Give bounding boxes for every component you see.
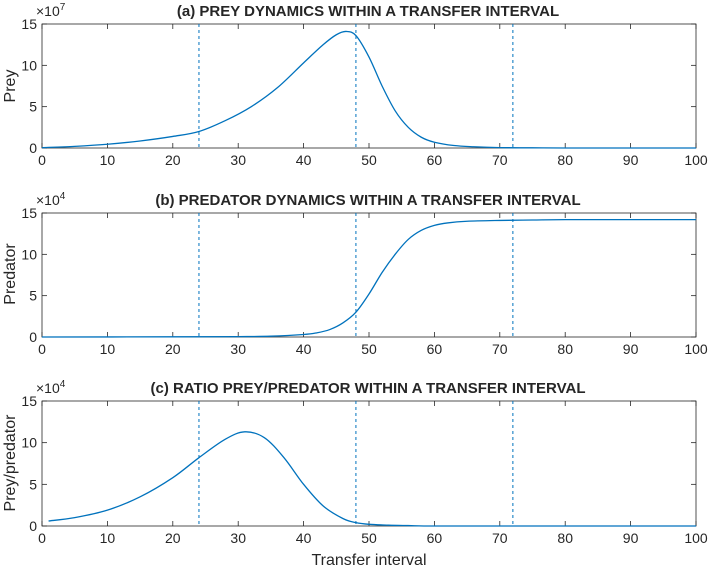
x-tick-label-predator: 50	[361, 341, 377, 357]
series-line-predator	[41, 218, 696, 338]
x-tick-label-prey: 70	[492, 152, 508, 168]
x-tick-label-prey: 40	[296, 152, 312, 168]
x-tick-label-prey: 90	[623, 152, 639, 168]
y-tick-label-predator: 0	[29, 329, 37, 345]
y-exponent-prey: ×107	[36, 2, 66, 19]
y-axis-label-prey: Prey	[2, 70, 19, 103]
x-tick-label-prey: 50	[361, 152, 377, 168]
chart-title-prey: (a) PREY DYNAMICS WITHIN A TRANSFER INTE…	[177, 3, 559, 20]
axes-frame-ratio	[41, 400, 697, 527]
x-tick-label-predator: 10	[100, 341, 116, 357]
y-axis-label-ratio: Prey/predator	[2, 414, 19, 512]
y-tick-label-ratio: 0	[29, 518, 37, 534]
axes-frame-predator	[41, 212, 697, 338]
y-tick-label-predator: 15	[21, 205, 37, 221]
x-tick-label-predator: 90	[623, 341, 639, 357]
y-exponent-ratio: ×104	[36, 379, 66, 396]
x-tick-label-predator: 60	[427, 341, 443, 357]
x-tick-label-ratio: 80	[557, 530, 573, 546]
x-tick-label-ratio: 0	[38, 530, 46, 546]
x-tick-label-prey: 10	[100, 152, 116, 168]
x-tick-label-prey: 30	[230, 152, 246, 168]
plot-area-ratio: 0 10 20 30 40 50 60 70 80 90 100 0 5 10 15	[21, 393, 707, 546]
x-tick-label-prey: 100	[684, 152, 708, 168]
y-tick-label-prey: 10	[21, 57, 37, 73]
chart-title-ratio: (c) RATIO PREY/PREDATOR WITHIN A TRANSFE…	[150, 380, 585, 397]
y-tick-label-ratio: 5	[29, 476, 37, 492]
x-tick-label-ratio: 90	[623, 530, 639, 546]
x-tick-label-predator: 80	[557, 341, 573, 357]
x-tick-label-ratio: 40	[296, 530, 312, 546]
x-tick-label-predator: 70	[492, 341, 508, 357]
x-tick-label-ratio: 10	[100, 530, 116, 546]
plot-area-predator: 0 10 20 30 40 50 60 70 80 90 100 0 5 10 15	[21, 205, 707, 357]
x-tick-label-predator: 40	[296, 341, 312, 357]
plot-area-prey: 0 10 20 30 40 50 60 70 80 90 100 0 5 10 15	[21, 16, 707, 168]
x-tick-label-prey: 80	[557, 152, 573, 168]
x-tick-label-prey: 0	[38, 152, 46, 168]
y-tick-label-predator: 5	[29, 288, 37, 304]
x-tick-label-predator: 0	[38, 341, 46, 357]
x-tick-label-predator: 20	[165, 341, 181, 357]
panel-prey: ×107 (a) PREY DYNAMICS WITHIN A TRANSFER…	[2, 2, 708, 168]
y-tick-label-prey: 5	[29, 99, 37, 115]
y-tick-label-prey: 15	[21, 16, 37, 32]
series-line-ratio	[48, 431, 696, 527]
x-tick-label-ratio: 50	[361, 530, 377, 546]
x-tick-label-ratio: 100	[684, 530, 708, 546]
x-tick-label-predator: 30	[230, 341, 246, 357]
x-tick-label-predator: 100	[684, 341, 708, 357]
y-tick-label-ratio: 15	[21, 393, 37, 409]
y-exponent-predator: ×104	[36, 191, 66, 208]
series-line-prey	[41, 30, 696, 149]
x-tick-label-ratio: 30	[230, 530, 246, 546]
x-axis-label: Transfer interval	[312, 552, 427, 569]
y-tick-label-predator: 10	[21, 246, 37, 262]
y-tick-label-ratio: 10	[21, 435, 37, 451]
chart-title-predator: (b) PREDATOR DYNAMICS WITHIN A TRANSFER …	[155, 192, 580, 209]
panel-predator: ×104 (b) PREDATOR DYNAMICS WITHIN A TRAN…	[2, 191, 708, 357]
x-tick-label-ratio: 60	[427, 530, 443, 546]
y-axis-label-predator: Predator	[2, 243, 19, 305]
x-tick-label-ratio: 20	[165, 530, 181, 546]
x-tick-label-ratio: 70	[492, 530, 508, 546]
y-tick-label-prey: 0	[29, 140, 37, 156]
axes-frame-prey	[41, 23, 697, 149]
x-tick-label-prey: 60	[427, 152, 443, 168]
panel-ratio: ×104 (c) RATIO PREY/PREDATOR WITHIN A TR…	[2, 379, 708, 546]
x-tick-label-prey: 20	[165, 152, 181, 168]
